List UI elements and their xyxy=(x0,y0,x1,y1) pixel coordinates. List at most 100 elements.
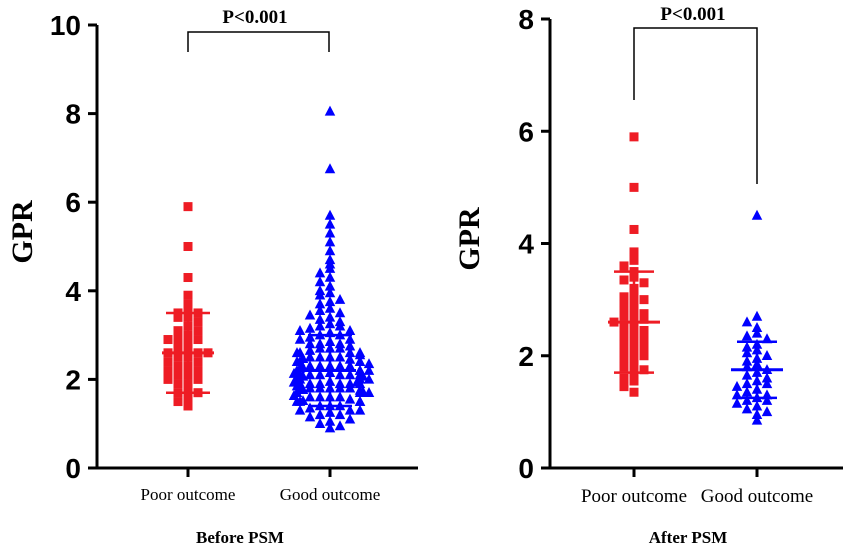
y-tick-label: 6 xyxy=(518,116,534,147)
data-point-triangle xyxy=(334,409,346,420)
data-point-square xyxy=(193,374,203,384)
data-point-triangle xyxy=(324,227,336,238)
data-point-square xyxy=(639,314,649,324)
data-point-square xyxy=(629,387,639,397)
data-point-triangle xyxy=(324,311,336,322)
data-point-triangle xyxy=(294,324,306,335)
data-point-square xyxy=(619,348,629,358)
data-point-triangle xyxy=(304,382,316,393)
data-point-triangle xyxy=(354,395,366,406)
data-point-triangle xyxy=(324,271,336,282)
y-tick-label: 8 xyxy=(518,4,534,35)
data-point-square xyxy=(629,132,639,142)
data-point-square xyxy=(173,370,183,380)
y-tick-label: 4 xyxy=(518,229,534,260)
data-point-triangle xyxy=(334,369,346,380)
data-point-triangle xyxy=(294,333,306,344)
data-point-triangle xyxy=(314,360,326,371)
data-point-triangle xyxy=(334,391,346,402)
x-axis-categories: Poor outcome Good outcome xyxy=(141,468,380,504)
data-point-triangle xyxy=(324,280,336,291)
significance-label: P<0.001 xyxy=(222,7,287,28)
data-point-triangle xyxy=(751,327,763,338)
data-point-triangle xyxy=(751,408,763,419)
data-point-square xyxy=(639,325,649,335)
data-point-square xyxy=(173,361,183,371)
data-point-square xyxy=(639,351,649,361)
data-point-triangle xyxy=(304,411,316,422)
y-tick-label: 10 xyxy=(50,10,81,41)
data-point-triangle xyxy=(344,360,356,371)
panel-subtitle: Before PSM xyxy=(196,528,284,547)
data-point-square xyxy=(183,401,193,411)
data-point-triangle xyxy=(761,350,773,361)
data-point-triangle xyxy=(304,391,316,402)
data-point-square xyxy=(183,290,193,300)
data-point-triangle xyxy=(741,386,753,397)
data-point-triangle xyxy=(324,296,336,307)
data-point-triangle xyxy=(344,404,356,415)
data-point-triangle xyxy=(304,344,316,355)
data-point-triangle xyxy=(324,318,336,329)
panel-before-psm: GPR P<0.001 0 2 4 6 8 10 Poor outcome Good out… xyxy=(6,7,418,547)
data-point-triangle xyxy=(297,352,309,363)
data-point-triangle xyxy=(304,331,316,342)
data-point-triangle xyxy=(314,418,326,428)
data-point-square xyxy=(639,309,649,319)
data-point-square xyxy=(619,292,629,302)
data-point-square xyxy=(629,376,639,386)
data-point-square xyxy=(619,362,629,372)
data-point-square xyxy=(163,366,173,376)
significance-bracket xyxy=(633,27,758,184)
data-point-square xyxy=(619,306,629,316)
data-point-triangle xyxy=(751,321,763,332)
data-point-triangle xyxy=(314,305,326,316)
category-label: Good outcome xyxy=(701,486,813,507)
data-point-square xyxy=(639,295,649,305)
data-point-triangle xyxy=(363,358,375,369)
data-point-triangle xyxy=(741,330,753,341)
data-point-triangle xyxy=(297,383,309,394)
x-axis-categories: Poor outcome Good outcome xyxy=(581,468,813,507)
data-point-triangle xyxy=(334,360,346,371)
data-point-triangle xyxy=(314,391,326,402)
data-point-triangle xyxy=(314,369,326,380)
data-point-triangle xyxy=(334,320,346,331)
data-point-triangle xyxy=(324,422,336,433)
y-tick-label: 0 xyxy=(65,453,81,484)
y-tick-label: 2 xyxy=(65,364,81,395)
data-point-triangle xyxy=(344,382,356,393)
data-point-square xyxy=(183,392,193,402)
error-bars xyxy=(608,270,783,400)
y-axis-label: GPR xyxy=(6,200,39,264)
data-point-square xyxy=(173,379,183,389)
data-point-triangle xyxy=(291,347,303,358)
data-point-triangle xyxy=(314,320,326,331)
data-point-triangle xyxy=(334,342,346,353)
data-point-triangle xyxy=(363,364,375,375)
data-point-triangle xyxy=(344,333,356,344)
category-label: Poor outcome xyxy=(581,486,687,507)
data-points xyxy=(163,105,375,433)
data-point-triangle xyxy=(324,236,336,247)
significance-label: P<0.001 xyxy=(660,4,725,25)
data-point-triangle xyxy=(751,400,763,411)
data-point-triangle xyxy=(314,267,326,278)
data-point-triangle xyxy=(741,355,753,366)
data-point-triangle xyxy=(354,378,366,389)
data-point-square xyxy=(629,247,639,257)
data-point-square xyxy=(629,255,639,265)
data-point-square xyxy=(639,365,649,375)
data-point-square xyxy=(619,275,629,285)
data-point-square xyxy=(173,343,183,353)
data-point-triangle xyxy=(304,351,316,362)
data-point-triangle xyxy=(344,347,356,358)
panel-subtitle: After PSM xyxy=(649,528,728,547)
data-point-triangle xyxy=(314,382,326,393)
data-point-square xyxy=(619,373,629,383)
data-point-square xyxy=(639,342,649,352)
y-tick-label: 2 xyxy=(518,341,534,372)
data-point-triangle xyxy=(761,378,773,389)
data-point-square xyxy=(629,182,639,192)
